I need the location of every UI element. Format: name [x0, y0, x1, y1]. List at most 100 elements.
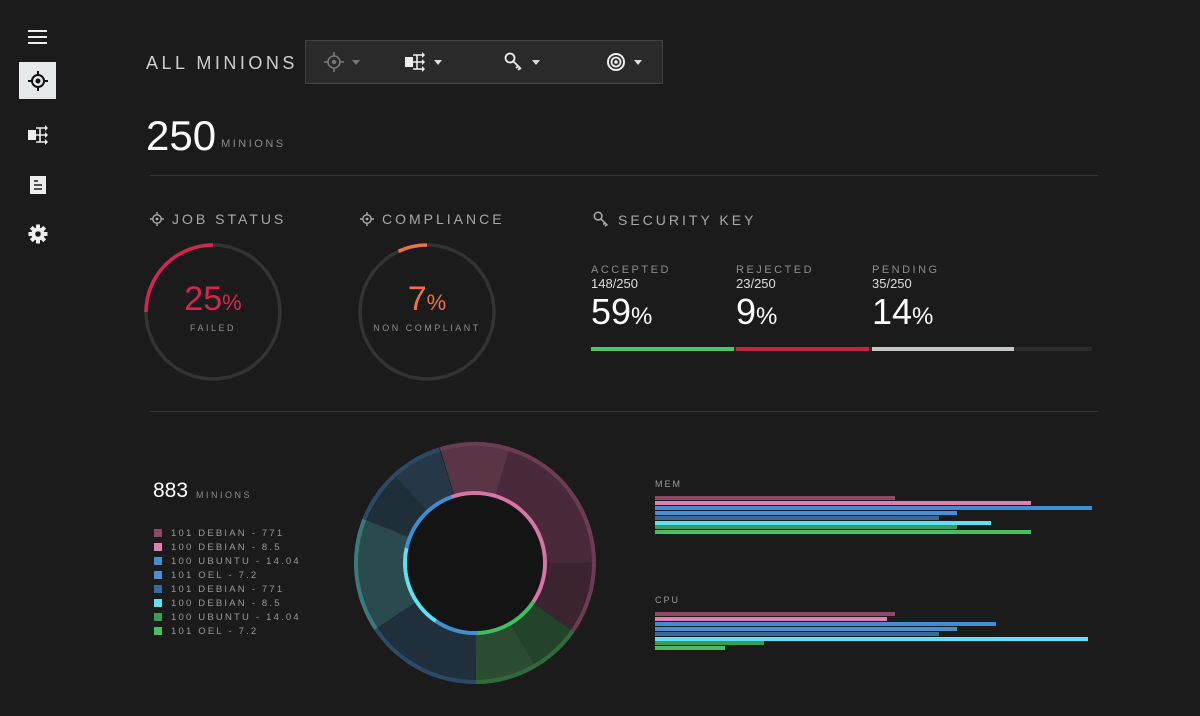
- crosshair-icon: [324, 52, 344, 72]
- security-key-label: PENDING: [872, 264, 940, 276]
- donut-segment-edge: [393, 447, 441, 477]
- donut-segment: [511, 604, 575, 668]
- filter-hierarchy-dropdown[interactable]: [404, 41, 442, 83]
- mem-bar: [655, 515, 940, 520]
- compliance-readout: 7% NON COMPLIANT: [359, 280, 495, 333]
- security-key-label: ACCEPTED: [591, 264, 671, 276]
- job-status-readout: 25% FAILED: [145, 280, 281, 333]
- legend-swatch: [154, 543, 162, 551]
- compliance-ring: [358, 243, 496, 381]
- compliance-value: 7: [407, 280, 427, 318]
- filter-toolbar: [305, 40, 663, 84]
- chevron-down-icon: [532, 59, 540, 65]
- legend-item: 100 UBUNTU - 14.04: [154, 610, 301, 624]
- legend-swatch: [154, 557, 162, 565]
- divider: [150, 411, 1098, 412]
- security-key-value: 14: [872, 291, 913, 332]
- hierarchy-icon: [405, 52, 425, 72]
- ring-progress: [358, 243, 496, 381]
- donut-segment: [439, 442, 511, 495]
- compliance-title-text: COMPLIANCE: [382, 211, 505, 227]
- percent-sign: %: [912, 303, 934, 330]
- sidebar-item-minions[interactable]: [19, 62, 56, 99]
- job-status-title: JOB STATUS: [150, 211, 286, 227]
- security-key-item: REJECTED 23/250 9%: [736, 264, 814, 333]
- legend-swatch: [154, 529, 162, 537]
- minion-count-unit: MINIONS: [221, 138, 286, 150]
- filter-target-dropdown[interactable]: [606, 41, 642, 83]
- cpu-chart-title: CPU: [655, 595, 681, 605]
- sidebar-item-reports[interactable]: [19, 166, 56, 203]
- percent-sign: %: [631, 303, 653, 330]
- legend-swatch: [154, 571, 162, 579]
- donut-segment: [475, 625, 537, 684]
- legend-label: 101 DEBIAN - 771: [171, 527, 285, 539]
- document-icon: [29, 175, 46, 194]
- security-key-fraction: 35/250: [872, 276, 912, 291]
- mem-bar: [655, 496, 896, 500]
- legend-item: 101 DEBIAN - 771: [154, 526, 301, 540]
- divider: [150, 175, 1098, 176]
- legend-swatch: [154, 613, 162, 621]
- chevron-down-icon: [634, 59, 642, 65]
- key-icon: [504, 52, 522, 71]
- legend-item: 100 UBUNTU - 14.04: [154, 554, 301, 568]
- pending-segment: [872, 347, 1014, 351]
- cpu-bar: [655, 616, 887, 621]
- sidebar-item-hierarchy[interactable]: [19, 116, 56, 153]
- security-key-label: REJECTED: [736, 264, 815, 276]
- legend: 101 DEBIAN - 771 100 DEBIAN - 8.5 100 UBUN…: [154, 526, 301, 638]
- rejected-segment: [736, 347, 869, 351]
- donut-segment: [374, 602, 476, 684]
- key-icon: [593, 211, 608, 227]
- donut-segment-edge: [534, 629, 575, 668]
- job-status-value: 25: [184, 280, 223, 318]
- cpu-bar: [655, 641, 765, 646]
- legend-label: 100 DEBIAN - 8.5: [171, 541, 282, 553]
- donut-segment-edge: [571, 562, 596, 633]
- legend-swatch: [154, 599, 162, 607]
- mem-bar: [655, 500, 1031, 505]
- legend-item: 101 DEBIAN - 771: [154, 582, 301, 596]
- cpu-bar: [655, 612, 896, 616]
- donut-segment: [495, 447, 596, 563]
- donut-inner-arc: [403, 547, 437, 623]
- security-key-percent: 59%: [591, 291, 671, 333]
- menu-button[interactable]: [19, 18, 56, 55]
- percent-sign: %: [222, 290, 242, 315]
- crosshair-icon: [27, 70, 48, 91]
- donut-segment: [354, 518, 416, 630]
- security-key-percent: 9%: [736, 291, 814, 333]
- mem-bar: [655, 530, 1031, 535]
- distribution-donut-chart: [354, 442, 596, 684]
- donut-segment: [362, 473, 427, 537]
- filter-minions-dropdown[interactable]: [324, 41, 360, 83]
- donut-segment-edge: [362, 473, 396, 521]
- legend-label: 101 OEL - 7.2: [171, 625, 259, 637]
- distribution-count-value: 883: [153, 479, 189, 502]
- security-key-fraction: 23/250: [736, 276, 776, 291]
- cpu-bar: [655, 621, 996, 626]
- legend-label: 100 UBUNTU - 14.04: [171, 555, 301, 567]
- legend-item: 101 OEL - 7.2: [154, 568, 301, 582]
- security-key-fraction: 148/250: [591, 276, 638, 291]
- filter-key-dropdown[interactable]: [504, 41, 540, 83]
- distribution-count-unit: MINIONS: [196, 490, 253, 500]
- legend-item: 101 OEL - 7.2: [154, 624, 301, 638]
- donut-segment-edge: [439, 442, 511, 452]
- security-key-title: SECURITY KEY: [593, 211, 756, 228]
- compliance-label: NON COMPLIANT: [373, 323, 481, 333]
- job-status-title-text: JOB STATUS: [172, 211, 287, 227]
- mem-chart-title: MEM: [655, 479, 682, 489]
- mem-bar: [655, 525, 957, 530]
- sidebar-item-settings[interactable]: [19, 215, 56, 252]
- donut-inner-arc: [477, 601, 535, 635]
- security-key-title-text: SECURITY KEY: [618, 211, 757, 228]
- accepted-segment: [591, 347, 734, 351]
- menu-icon: [27, 29, 47, 44]
- donut-inner-arc: [450, 491, 547, 604]
- legend-item: 100 DEBIAN - 8.5: [154, 596, 301, 610]
- legend-label: 101 DEBIAN - 771: [171, 583, 285, 595]
- mem-bar: [655, 505, 1092, 510]
- crosshair-icon: [360, 212, 374, 226]
